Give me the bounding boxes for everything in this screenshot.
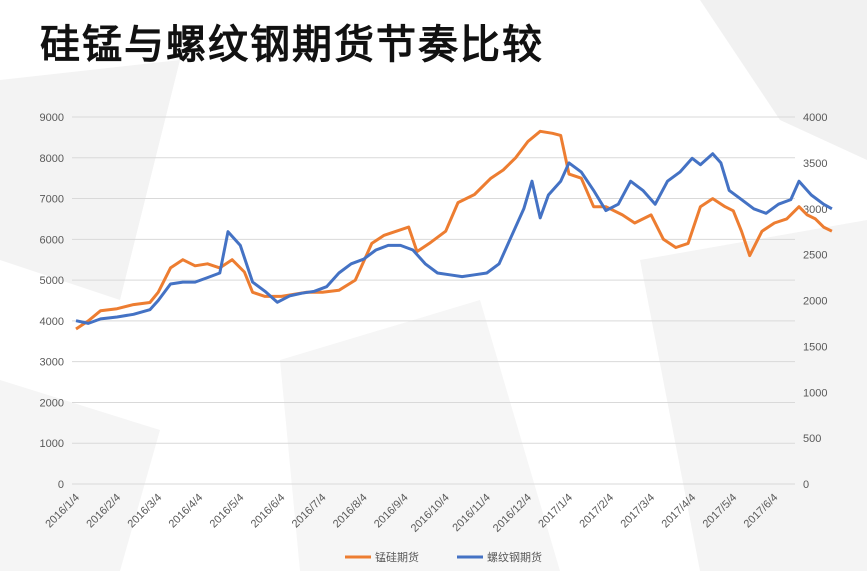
x-axis-tick-label: 2016/6/4 — [249, 492, 288, 531]
x-axis-ticks: 2016/1/4 2016/2/4 2016/3/4 2016/4/4 2016/5/4… — [43, 492, 780, 535]
right-axis-tick-label: 1000 — [803, 387, 827, 399]
left-axis-tick-label: 9000 — [40, 112, 64, 124]
left-axis-tick-label: 5000 — [40, 275, 64, 287]
x-axis-tick-label: 2016/12/4 — [491, 492, 534, 535]
legend: 锰硅期货 螺纹钢期货 — [345, 550, 542, 564]
x-axis-tick-label: 2016/9/4 — [372, 492, 411, 531]
right-axis-ticks: 0 500 1000 1500 2000 2500 3000 3500 4000 — [803, 112, 827, 491]
right-axis-tick-label: 1500 — [803, 341, 827, 353]
legend-label: 锰硅期货 — [375, 550, 419, 564]
left-axis-tick-label: 0 — [58, 479, 64, 491]
right-axis-tick-label: 2500 — [803, 250, 827, 262]
page-title: 硅锰与螺纹钢期货节奏比较 — [40, 22, 544, 68]
x-axis-tick-label: 2016/8/4 — [331, 492, 370, 531]
left-axis-tick-label: 1000 — [40, 438, 64, 450]
left-axis-tick-label: 2000 — [40, 397, 64, 409]
left-axis-tick-label: 8000 — [40, 153, 64, 165]
x-axis-tick-label: 2017/6/4 — [742, 492, 781, 531]
right-axis-tick-label: 500 — [803, 433, 821, 445]
x-axis-tick-label: 2016/5/4 — [208, 492, 247, 531]
left-axis-tick-label: 3000 — [40, 357, 64, 369]
right-axis-tick-label: 3000 — [803, 204, 827, 216]
x-axis-tick-label: 2016/7/4 — [290, 492, 329, 531]
left-axis-tick-label: 4000 — [40, 316, 64, 328]
x-axis-tick-label: 2017/4/4 — [660, 492, 699, 531]
left-axis-ticks: 0 1000 2000 3000 4000 5000 6000 7000 8000 9000 — [40, 112, 64, 491]
left-axis-tick-label: 6000 — [40, 234, 64, 246]
series-lines — [75, 129, 833, 331]
right-axis-tick-label: 0 — [803, 479, 809, 491]
x-axis-tick-label: 2017/2/4 — [577, 492, 616, 531]
gridlines — [72, 116, 795, 485]
x-axis-tick-label: 2016/1/4 — [43, 492, 82, 531]
x-axis-tick-label: 2017/1/4 — [536, 492, 575, 531]
series-line-silicomanganese — [75, 129, 833, 331]
x-axis-tick-label: 2016/11/4 — [450, 492, 493, 535]
x-axis-tick-label: 2016/10/4 — [409, 492, 452, 535]
legend-label: 螺纹钢期货 — [487, 550, 542, 564]
left-axis-tick-label: 7000 — [40, 194, 64, 206]
x-axis-tick-label: 2016/3/4 — [126, 492, 165, 531]
right-axis-tick-label: 2000 — [803, 296, 827, 308]
x-axis-tick-label: 2016/2/4 — [84, 492, 123, 531]
right-axis-tick-label: 3500 — [803, 158, 827, 170]
x-axis-tick-label: 2017/3/4 — [618, 492, 657, 531]
x-axis-tick-label: 2017/5/4 — [701, 492, 740, 531]
right-axis-tick-label: 4000 — [803, 112, 827, 124]
x-axis-tick-label: 2016/4/4 — [167, 492, 206, 531]
series-line-rebar — [75, 152, 833, 325]
